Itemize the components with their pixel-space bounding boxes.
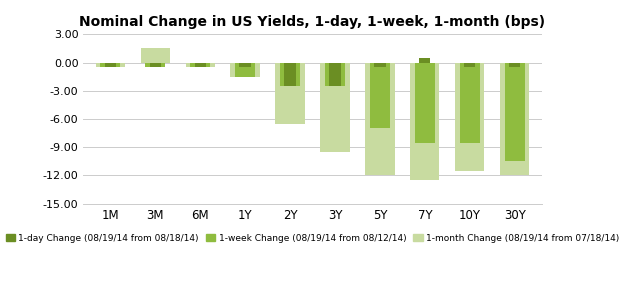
Bar	[509, 63, 521, 67]
Bar	[365, 63, 394, 175]
Bar	[504, 63, 525, 161]
Bar	[284, 63, 296, 86]
Bar	[325, 63, 345, 86]
Bar	[239, 63, 251, 67]
Bar	[96, 63, 125, 67]
Bar	[410, 63, 439, 180]
Bar	[190, 63, 210, 67]
Bar	[464, 63, 476, 67]
Bar	[149, 63, 161, 67]
Bar	[231, 63, 260, 77]
Bar	[460, 63, 480, 143]
Legend: 1-day Change (08/19/14 from 08/18/14), 1-week Change (08/19/14 from 08/12/14), 1: 1-day Change (08/19/14 from 08/18/14), 1…	[2, 230, 623, 247]
Title: Nominal Change in US Yields, 1-day, 1-week, 1-month (bps): Nominal Change in US Yields, 1-day, 1-we…	[79, 15, 546, 29]
Bar	[370, 63, 390, 128]
Bar	[194, 63, 206, 67]
Bar	[280, 63, 300, 86]
Bar	[186, 63, 215, 67]
Bar	[415, 63, 435, 143]
Bar	[235, 63, 255, 77]
Bar	[100, 63, 121, 67]
Bar	[419, 58, 431, 63]
Bar	[321, 63, 349, 152]
Bar	[145, 63, 165, 67]
Bar	[455, 63, 484, 171]
Bar	[141, 48, 170, 63]
Bar	[374, 63, 386, 67]
Bar	[500, 63, 529, 175]
Bar	[104, 63, 116, 67]
Bar	[276, 63, 304, 124]
Bar	[329, 63, 341, 86]
